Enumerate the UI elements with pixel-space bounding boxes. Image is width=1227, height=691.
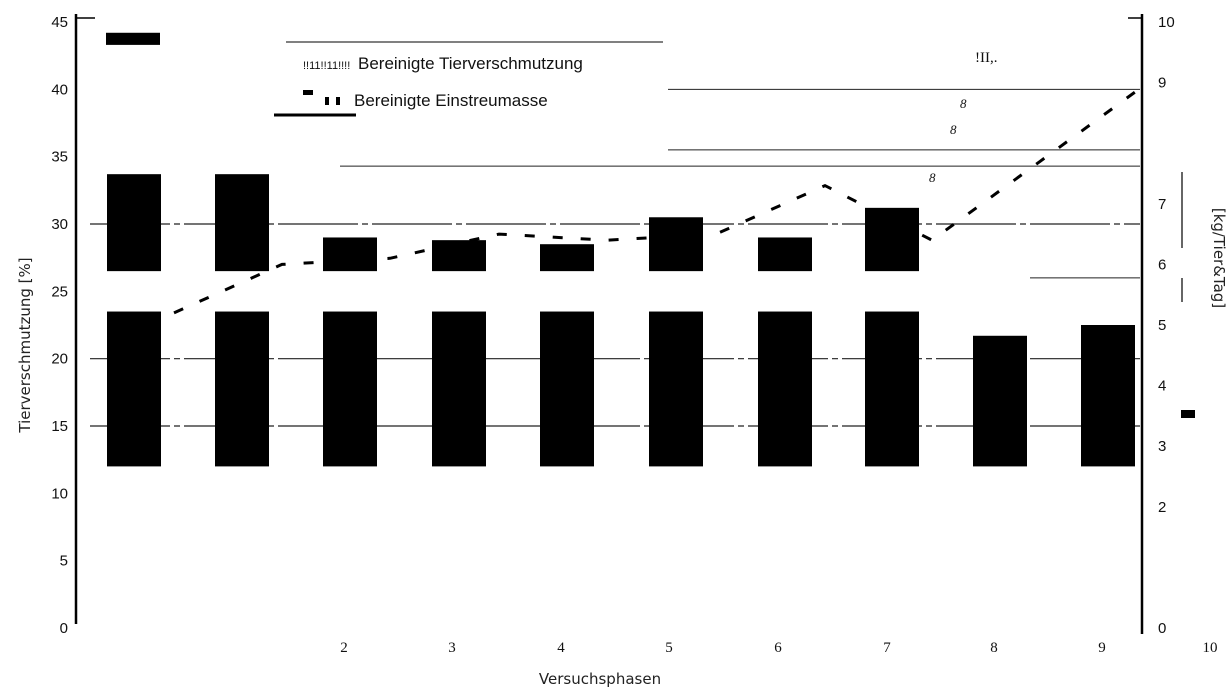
bars-group xyxy=(106,32,1135,467)
right-tick-label: 4 xyxy=(1158,378,1166,395)
annotation-top-right: !II,. xyxy=(975,50,998,66)
bar-upper-block xyxy=(432,240,486,272)
left-tick-label: 5 xyxy=(60,553,68,570)
legend-marker-einstreumasse-dash3 xyxy=(336,97,340,105)
right-tick-label: 5 xyxy=(1158,317,1166,334)
x-tick-label: 4 xyxy=(557,640,565,656)
right-tick-label: 6 xyxy=(1158,256,1166,273)
x-tick-label: 2 xyxy=(340,640,348,656)
y-axis-right-title: [kg/Tier&Tag] xyxy=(1210,208,1227,308)
legend-marker-einstreumasse-dash1 xyxy=(303,90,313,95)
legend-marker-tierverschmutzung: !!11!!11!!!! xyxy=(303,60,350,72)
bar-upper-block xyxy=(107,174,161,272)
einstreumasse-line xyxy=(173,81,1149,315)
x-tick-label: 10 xyxy=(1203,640,1218,656)
bar-upper-block xyxy=(323,237,377,272)
bar-lower-block xyxy=(432,311,486,467)
left-tick-label: 30 xyxy=(51,216,68,233)
annotation-8-a: 8 xyxy=(960,96,967,111)
bar-lower-block xyxy=(758,311,812,467)
annotation-8-c: 8 xyxy=(929,170,936,185)
x-tick-label: 7 xyxy=(883,640,891,656)
right-tick-label: 10 xyxy=(1158,14,1175,31)
left-tick-label: 20 xyxy=(51,351,68,368)
bar-lower-block xyxy=(649,311,703,467)
bar-lower-block xyxy=(1081,325,1135,467)
right-tick-label: 2 xyxy=(1158,499,1166,516)
x-axis-title: Versuchsphasen xyxy=(539,670,661,688)
right-tick-label: 3 xyxy=(1158,438,1166,455)
x-tick-label: 3 xyxy=(448,640,456,656)
legend-label-tierverschmutzung: Bereinigte Tierverschmutzung xyxy=(358,54,583,73)
legend-label-einstreumasse: Bereinigte Einstreumasse xyxy=(354,91,548,110)
bar-lower-block xyxy=(973,335,1027,467)
x-tick-labels: 2 3 4 5 6 7 8 9 10 xyxy=(340,640,1217,656)
annotation-8-b: 8 xyxy=(950,122,957,137)
grid-lines xyxy=(90,88,1140,427)
left-tick-label: 45 xyxy=(51,14,68,31)
bar-upper-block xyxy=(540,244,594,272)
right-tick-label: 7 xyxy=(1158,196,1166,213)
left-tick-label: 35 xyxy=(51,149,68,166)
left-tick-label: 10 xyxy=(51,485,68,502)
bar-upper-block xyxy=(215,174,269,272)
left-tick-label: 25 xyxy=(51,283,68,300)
x-tick-label: 9 xyxy=(1098,640,1106,656)
right-tick-label: 0 xyxy=(1158,620,1166,637)
left-tick-label: 0 xyxy=(60,620,68,637)
bar-lower-block xyxy=(540,311,594,467)
bar-lower-block xyxy=(215,311,269,467)
legend-marker-einstreumasse-dash2 xyxy=(325,97,329,105)
bar-lower-block xyxy=(323,311,377,467)
x-tick-label: 8 xyxy=(990,640,998,656)
legend: !!11!!11!!!! Bereinigte Tierverschmutzun… xyxy=(274,41,663,117)
bar-upper-block xyxy=(649,217,703,272)
bar-lower-block xyxy=(107,311,161,467)
bar-lower-block xyxy=(865,311,919,467)
x-tick-label: 6 xyxy=(774,640,782,656)
bar-upper-block xyxy=(758,237,812,272)
y-axis-left-title: Tierverschmutzung [%] xyxy=(16,257,34,433)
right-axis-marker xyxy=(1181,410,1195,418)
einstreumasse-line-group xyxy=(173,81,1149,315)
bar-upper-block xyxy=(865,207,919,272)
x-tick-label: 5 xyxy=(665,640,673,656)
left-tick-labels: 0 5 10 15 20 25 30 35 40 45 xyxy=(51,14,68,637)
right-tick-labels: 0 2 3 4 5 6 7 9 10 xyxy=(1158,14,1175,637)
left-tick-label: 15 xyxy=(51,418,68,435)
bar-top-fragment xyxy=(106,32,160,45)
right-tick-label: 9 xyxy=(1158,75,1166,92)
left-tick-label: 40 xyxy=(51,81,68,98)
